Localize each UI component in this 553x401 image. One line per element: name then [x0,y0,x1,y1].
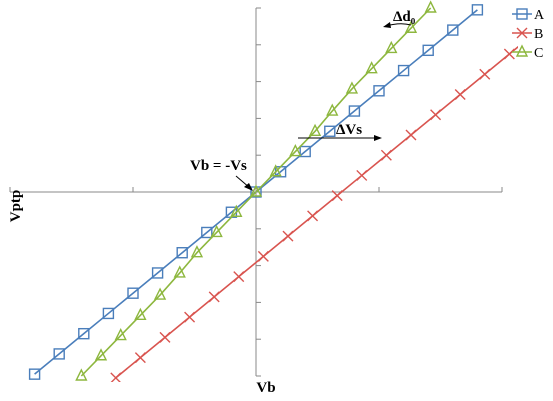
series-line [80,7,432,377]
series-layer [28,0,518,382]
data-point [404,20,418,33]
data-point [331,190,343,202]
data-point [397,64,410,77]
series-line [115,45,518,379]
annotation-delta-vs: ΔVs [336,122,362,138]
data-point [308,123,322,136]
data-point [201,226,213,239]
data-point [190,245,204,258]
data-point [127,287,139,299]
data-point [373,85,385,97]
data-point [210,224,223,238]
x-axis-label: Vb [256,380,275,396]
series-B [110,45,518,382]
data-point [385,40,398,54]
data-point [114,327,127,341]
data-point [422,44,434,57]
data-point [28,368,41,380]
legend-item-B: B [512,27,543,42]
annotations-layer: Vb = -Vs ΔVs Δd₀ [190,9,416,191]
data-point [102,307,115,320]
data-point [405,129,417,141]
data-point [110,372,122,382]
legend-item-A: A [512,8,545,23]
data-point [356,169,368,181]
data-point [184,311,196,323]
data-point [479,68,491,80]
data-point [380,149,392,161]
data-point [516,27,528,39]
legend-item-C: C [512,44,543,61]
annotation-arrowhead [374,135,382,141]
data-point [176,247,188,259]
y-axis-label: Vptp [8,190,24,223]
annotation-delta-d0: Δd₀ [393,9,416,25]
annotation-arrowhead [383,22,391,28]
data-point [454,88,466,100]
data-point [324,125,336,137]
series-A [28,4,484,380]
data-point [134,352,146,364]
legend-label: C [534,46,543,61]
data-point [516,8,528,20]
data-point [345,81,359,94]
data-point [151,267,164,279]
data-point [230,204,243,217]
data-point [208,291,220,303]
data-point [299,145,311,158]
series-C [75,0,437,381]
data-point [75,368,88,381]
legend: ABC [512,8,545,61]
data-point [257,250,269,262]
annotation-vb-equals-neg-vs: Vb = -Vs [190,158,247,174]
data-point [269,164,282,177]
data-point [249,184,263,197]
data-point [159,331,171,343]
data-point [134,307,147,320]
data-point [365,61,378,74]
data-point [348,105,361,117]
data-point [424,0,437,13]
data-point [173,265,186,278]
data-point [53,348,65,360]
data-point [515,44,529,57]
data-point [326,103,339,116]
data-point [94,348,108,361]
legend-label: B [534,27,543,42]
annotation-arrowhead [244,183,253,191]
data-point [289,143,302,157]
data-point [471,4,484,16]
data-point [447,24,459,36]
data-point [153,287,167,300]
data-point [233,271,245,283]
data-point [307,210,319,222]
legend-label: A [534,8,545,23]
data-point [430,109,442,121]
data-point [282,230,294,242]
data-point [503,48,515,60]
data-point [78,327,90,340]
